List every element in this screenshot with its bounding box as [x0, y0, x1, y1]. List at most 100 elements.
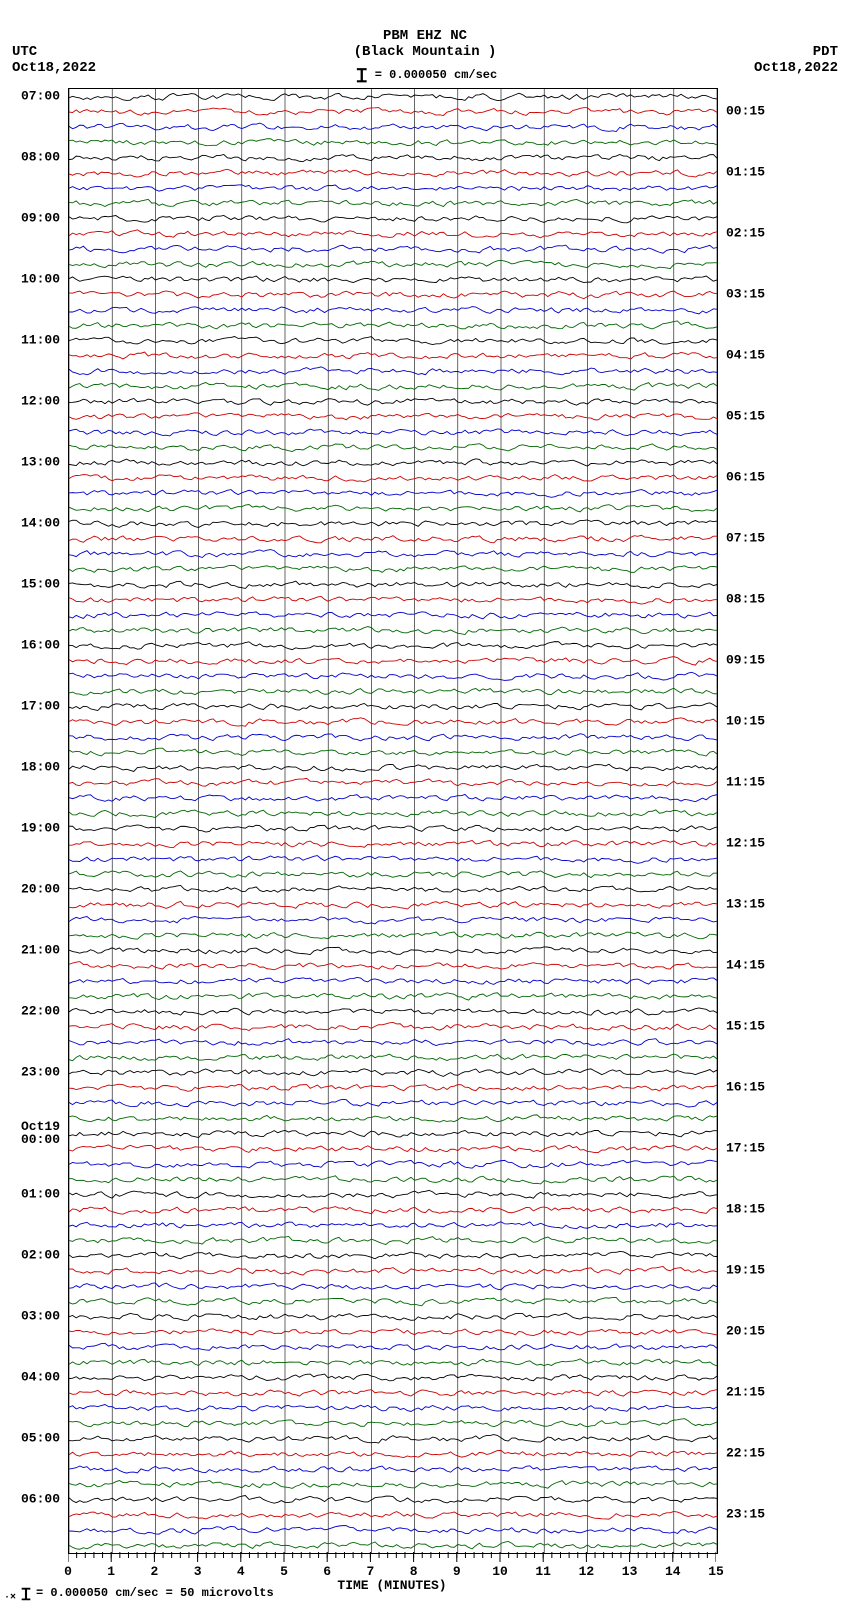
trace-row	[69, 459, 717, 466]
y-axis-label: 08:00	[0, 150, 60, 163]
y-axis-label: 17:00	[0, 699, 60, 712]
scale-text: = 0.000050 cm/sec	[375, 68, 497, 82]
top-left-label: UTC Oct18,2022	[12, 44, 96, 76]
y-axis-label: 13:00	[0, 455, 60, 468]
y-axis-label: 16:00	[0, 638, 60, 651]
y-axis-label: 23:15	[726, 1507, 792, 1520]
x-tick-label: 12	[579, 1564, 595, 1579]
y-axis-label: 07:15	[726, 531, 792, 544]
y-axis-label: 11:00	[0, 333, 60, 346]
trace-row	[69, 154, 717, 161]
trace-row	[69, 871, 717, 878]
trace-row	[69, 778, 717, 786]
trace-row	[69, 901, 717, 909]
trace-row	[69, 230, 717, 238]
trace-row	[69, 367, 717, 375]
trace-row	[69, 932, 717, 939]
trace-row	[69, 1390, 717, 1396]
y-axis-label: 06:15	[726, 470, 792, 483]
trace-row	[69, 108, 717, 116]
right-axis-labels: 00:1501:1502:1503:1504:1505:1506:1507:15…	[722, 88, 792, 1552]
trace-row	[69, 1435, 717, 1443]
footer-scale: ·×Ｉ= 0.000050 cm/sec = 50 microvolts	[4, 1581, 274, 1605]
trace-row	[69, 1266, 717, 1275]
y-axis-label: 18:15	[726, 1202, 792, 1215]
trace-row	[69, 627, 717, 635]
trace-row	[69, 1130, 717, 1137]
tz-pdt: PDT	[754, 44, 838, 60]
y-axis-label: 08:15	[726, 592, 792, 605]
plot-svg	[69, 89, 717, 1553]
x-tick-label: 9	[453, 1564, 461, 1579]
footer-prefix-icon: ·×	[4, 1593, 16, 1604]
y-axis-label: 09:00	[0, 211, 60, 224]
trace-row	[69, 1145, 717, 1153]
trace-row	[69, 1466, 717, 1473]
trace-row	[69, 490, 717, 498]
trace-row	[69, 1481, 717, 1489]
trace-row	[69, 688, 717, 695]
y-axis-label: 21:00	[0, 943, 60, 956]
scale-bar-icon: Ｉ	[353, 66, 375, 86]
trace-row	[69, 916, 717, 924]
y-axis-label: 19:15	[726, 1263, 792, 1276]
date-pdt: Oct18,2022	[754, 60, 838, 76]
trace-row	[69, 1069, 717, 1077]
footer-text: = 0.000050 cm/sec = 50 microvolts	[36, 1586, 274, 1600]
trace-row	[69, 1039, 717, 1046]
trace-row	[69, 764, 717, 771]
trace-row	[69, 215, 717, 222]
y-axis-label: 05:15	[726, 409, 792, 422]
y-axis-label: 02:00	[0, 1248, 60, 1261]
trace-row	[69, 1190, 717, 1198]
trace-row	[69, 856, 717, 864]
y-axis-label: 01:00	[0, 1187, 60, 1200]
y-axis-label: 04:15	[726, 348, 792, 361]
trace-row	[69, 1207, 717, 1215]
y-axis-label: 15:00	[0, 577, 60, 590]
x-tick-label: 7	[366, 1564, 374, 1579]
x-tick-label: 2	[150, 1564, 158, 1579]
trace-row	[69, 794, 717, 801]
trace-row	[69, 565, 717, 572]
trace-row	[69, 413, 717, 420]
trace-row	[69, 123, 717, 131]
trace-row	[69, 1359, 717, 1366]
y-axis-label: 03:00	[0, 1309, 60, 1322]
y-axis-label: 02:15	[726, 226, 792, 239]
y-axis-label: 07:00	[0, 89, 60, 102]
trace-row	[69, 1054, 717, 1061]
trace-row	[69, 535, 717, 543]
y-axis-label: 19:00	[0, 821, 60, 834]
y-axis-label: 04:00	[0, 1370, 60, 1383]
trace-row	[69, 352, 717, 359]
trace-row	[69, 672, 717, 680]
x-tick-label: 15	[708, 1564, 724, 1579]
x-tick-label: 0	[64, 1564, 72, 1579]
trace-row	[69, 444, 717, 452]
trace-row	[69, 1251, 717, 1258]
trace-row	[69, 1084, 717, 1091]
trace-row	[69, 748, 717, 756]
trace-row	[69, 1222, 717, 1229]
y-axis-label: 05:00	[0, 1431, 60, 1444]
y-axis-label: 16:15	[726, 1080, 792, 1093]
trace-row	[69, 581, 717, 588]
y-axis-label: 12:15	[726, 836, 792, 849]
trace-row	[69, 841, 717, 848]
y-axis-label: 20:00	[0, 882, 60, 895]
y-axis-label: 10:15	[726, 714, 792, 727]
y-axis-label: 14:15	[726, 958, 792, 971]
trace-row	[69, 1541, 717, 1549]
trace-row	[69, 307, 717, 314]
trace-row	[69, 1511, 717, 1519]
trace-row	[69, 520, 717, 528]
trace-row	[69, 1008, 717, 1015]
trace-row	[69, 612, 717, 619]
trace-row	[69, 1496, 717, 1504]
trace-row	[69, 291, 717, 299]
trace-row	[69, 1283, 717, 1291]
trace-row	[69, 1099, 717, 1107]
y-axis-label: 13:15	[726, 897, 792, 910]
y-axis-label: 14:00	[0, 516, 60, 529]
